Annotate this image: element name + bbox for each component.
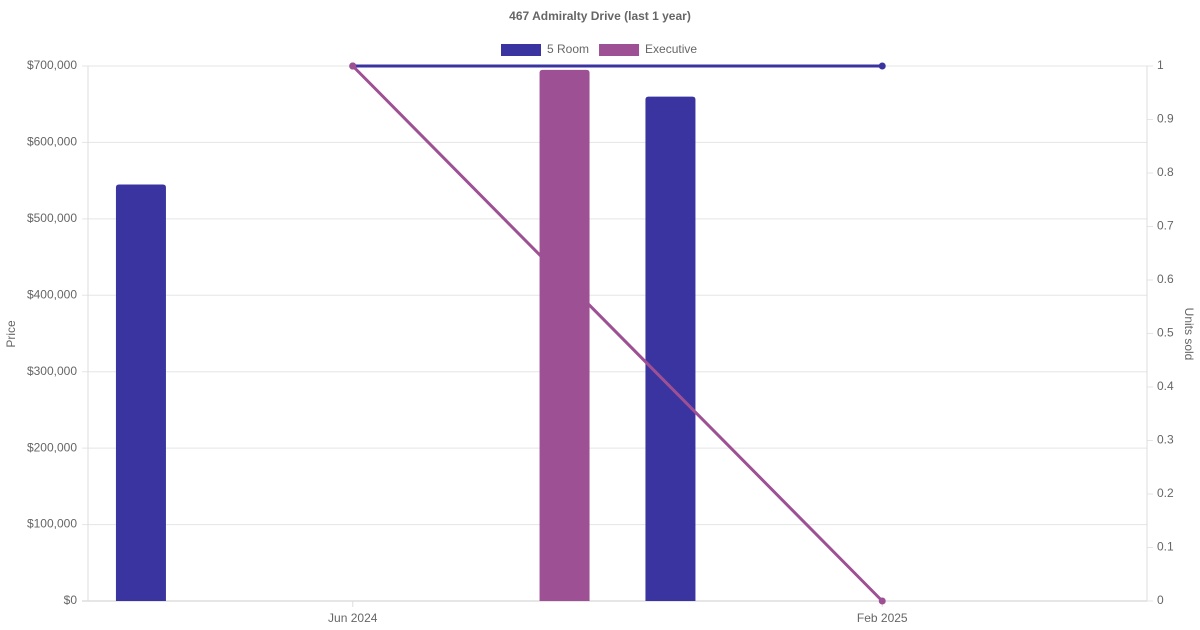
y2-tick-label: 0.2 — [1157, 486, 1174, 500]
y2-tick-label: 0.8 — [1157, 165, 1174, 179]
chart-title: 467 Admiralty Drive (last 1 year) — [509, 9, 691, 23]
y-axis-title: Price — [4, 320, 18, 348]
units-point — [878, 597, 886, 605]
y2-tick-label: 0.6 — [1157, 272, 1174, 286]
y2-tick-label: 0.9 — [1157, 112, 1174, 126]
y-tick-label: $500,000 — [27, 211, 77, 225]
y2-tick-label: 0.5 — [1157, 326, 1174, 340]
y-tick-label: $300,000 — [27, 364, 77, 378]
legend-label: Executive — [645, 42, 697, 56]
y-tick-label: $0 — [64, 593, 78, 607]
bar — [539, 69, 590, 602]
y-tick-label: $200,000 — [27, 440, 77, 454]
units-point — [878, 62, 886, 70]
y-tick-label: $600,000 — [27, 135, 77, 149]
x-tick-label: Jun 2024 — [328, 611, 378, 625]
y2-tick-label: 0 — [1157, 593, 1164, 607]
y2-tick-label: 0.1 — [1157, 540, 1174, 554]
y2-axis-title: Units sold — [1182, 308, 1196, 361]
y2-tick-label: 0.4 — [1157, 379, 1174, 393]
units-line — [351, 64, 884, 603]
x-tick-label: Feb 2025 — [857, 611, 908, 625]
bar — [115, 184, 166, 601]
legend-swatch — [599, 44, 640, 56]
y2-tick-label: 0.7 — [1157, 219, 1174, 233]
y-tick-label: $700,000 — [27, 58, 77, 72]
units-point — [349, 62, 357, 70]
y-tick-label: $400,000 — [27, 287, 77, 301]
legend-swatch — [501, 44, 541, 56]
bar — [645, 96, 696, 602]
y2-tick-label: 1 — [1157, 58, 1164, 72]
y2-tick-label: 0.3 — [1157, 433, 1174, 447]
legend-label: 5 Room — [547, 42, 589, 56]
y-tick-label: $100,000 — [27, 517, 77, 531]
